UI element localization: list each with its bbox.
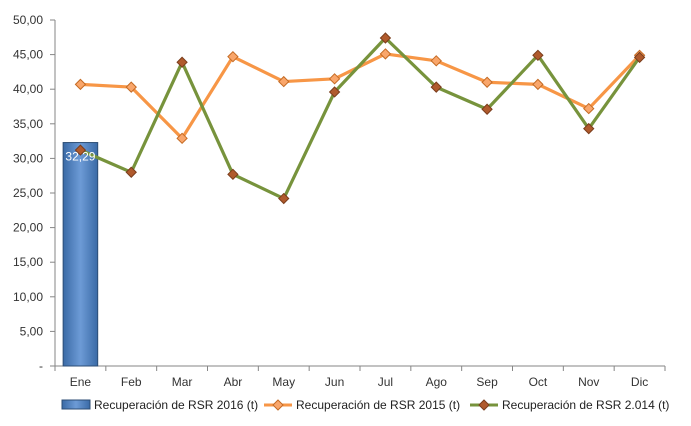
y-tick-label: 15,00 <box>13 255 43 269</box>
point-marker-2 <box>430 81 442 93</box>
legend: Recuperación de RSR 2016 (t) Recuperación… <box>61 398 669 412</box>
point-marker-1 <box>278 75 290 88</box>
y-tick-label: - <box>39 359 43 373</box>
y-tick-label: 30,00 <box>13 151 43 165</box>
legend-swatch-0 <box>61 399 91 410</box>
legend-marker-1 <box>272 399 284 411</box>
point-marker-1 <box>379 48 392 60</box>
point-marker-2 <box>227 168 239 181</box>
point-marker-1 <box>176 132 188 145</box>
legend-label-1: Recuperación de RSR 2015 (t) <box>296 398 460 412</box>
series-line-2 <box>78 36 642 201</box>
bars-layer <box>62 142 99 367</box>
labels-layer: 32,29 <box>65 150 95 164</box>
x-tick-label: Feb <box>121 375 142 389</box>
y-tick-label: 50,00 <box>13 13 43 27</box>
x-tick-label: Oct <box>529 375 548 389</box>
point-marker-2 <box>633 51 646 64</box>
y-tick-label: 10,00 <box>13 290 43 304</box>
point-marker-1 <box>74 78 87 91</box>
point-marker-2 <box>74 144 87 156</box>
legend-marker-2 <box>478 399 490 411</box>
x-tick-label: Sep <box>476 375 498 389</box>
point-marker-2 <box>278 192 290 205</box>
point-marker-2 <box>125 166 137 178</box>
lines-layer <box>74 32 646 205</box>
y-tick-label: 5,00 <box>20 324 44 338</box>
x-tick-label: Mar <box>172 375 193 389</box>
point-marker-2 <box>583 122 595 135</box>
x-tick-label: Ene <box>70 375 92 389</box>
axes-layer: - 5,00 10,00 15,00 20,00 25,00 30,00 35,00 40,00… <box>13 13 666 389</box>
x-tick-label: Abr <box>224 375 243 389</box>
point-marker-1 <box>583 102 595 115</box>
point-marker-1 <box>532 78 544 91</box>
point-marker-1 <box>430 55 442 67</box>
point-marker-2 <box>532 49 544 61</box>
point-marker-2 <box>328 86 341 98</box>
x-tick-label: May <box>272 375 295 389</box>
point-marker-1 <box>328 73 341 85</box>
y-tick-label: 20,00 <box>13 221 43 235</box>
legend-label-0: Recuperación de RSR 2016 (t) <box>94 398 258 412</box>
y-tick-label: 45,00 <box>13 48 43 62</box>
point-marker-2 <box>176 56 188 68</box>
bar-ene <box>62 142 99 367</box>
y-tick-label: 25,00 <box>13 186 43 200</box>
x-tick-label: Ago <box>426 375 448 389</box>
x-tick-label: Nov <box>578 375 599 389</box>
y-tick-label: 35,00 <box>13 117 43 131</box>
point-marker-1 <box>481 76 493 88</box>
legend-label-2: Recuperación de RSR 2.014 (t) <box>502 398 669 412</box>
x-tick-label: Jun <box>325 375 344 389</box>
point-marker-1 <box>227 50 239 63</box>
x-tick-label: Dic <box>631 375 648 389</box>
point-marker-2 <box>379 32 392 44</box>
point-marker-2 <box>481 103 493 115</box>
point-marker-1 <box>125 81 137 93</box>
x-tick-label: Jul <box>378 375 393 389</box>
bar-data-label: 32,29 <box>65 150 95 164</box>
y-tick-label: 40,00 <box>13 82 43 96</box>
